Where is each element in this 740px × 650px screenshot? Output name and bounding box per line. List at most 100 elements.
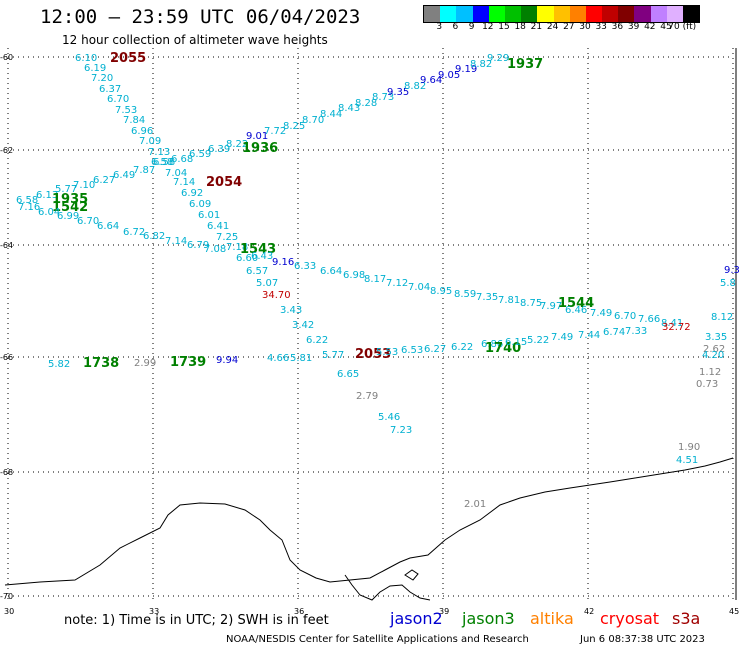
wave-height-value: 9.01 (246, 131, 268, 142)
legend-label: 39 (627, 22, 640, 32)
wave-height-value: 7.23 (390, 425, 412, 436)
wave-height-value: 7.25 (216, 232, 238, 243)
wave-height-value: 7.66 (638, 314, 660, 325)
wave-height-value: 2.79 (356, 391, 378, 402)
wave-height-value: 9.05 (438, 70, 460, 81)
wave-height-value: 8.82 (470, 59, 492, 70)
footnote: note: 1) Time is in UTC; 2) SWH is in fe… (64, 613, 329, 628)
legend-swatch (488, 6, 505, 22)
wave-height-value: 5.22 (527, 335, 549, 346)
wave-height-value: 8.59 (454, 289, 476, 300)
wave-height-value: 6.74 (603, 327, 625, 338)
wave-height-value: 6.37 (99, 84, 121, 95)
wave-height-value: 6.49 (113, 170, 135, 181)
wave-height-value: 6.13 (36, 190, 58, 201)
wave-height-value: 4.20 (702, 350, 724, 361)
wave-height-value: 6.70 (614, 311, 636, 322)
wave-height-value: 6.10 (75, 53, 97, 64)
latitude-label: -68 (0, 468, 13, 477)
wave-height-value: 8.22 (226, 139, 248, 150)
wave-height-value: 5.77 (322, 350, 344, 361)
pass-time-label: 1739 (170, 355, 206, 370)
latitude-label: -64 (0, 241, 13, 250)
wave-height-value: 7.72 (264, 126, 286, 137)
wave-height-value: 7.16 (18, 202, 40, 213)
legend-label: 42 (644, 22, 656, 32)
wave-height-value: 7.09 (139, 136, 161, 147)
legend-label: 30 (579, 22, 591, 32)
legend-swatch (504, 6, 522, 22)
legend-swatch (634, 6, 651, 22)
wave-height-value: 6.65 (337, 369, 359, 380)
axis-labels: -60 -62 -64 -66 -68 -70 30 33 36 39 42 45 (0, 53, 739, 616)
wave-height-value: 6.72 (123, 227, 145, 238)
satellite-name: cryosat (600, 609, 660, 628)
lat-lon-grid (7, 48, 737, 600)
wave-height-value: 8.28 (355, 98, 377, 109)
coastline-inlet (344, 574, 431, 601)
wave-height-value: 6.98 (343, 270, 365, 281)
legend-swatch (553, 6, 570, 22)
wave-height-value: 8.12 (711, 312, 733, 323)
wave-height-value: 4.51 (676, 455, 698, 466)
legend-label: 12 (482, 22, 494, 32)
legend-swatch (472, 6, 489, 22)
page-title: 12:00 — 23:59 UTC 06/04/2023 (40, 6, 361, 28)
wave-height-value: 6.58 (153, 157, 175, 168)
wave-height-value: 6.96 (131, 126, 153, 137)
wave-height-value: 3.35 (705, 332, 727, 343)
longitude-label: 45 (729, 607, 739, 616)
wave-height-value: 5.46 (378, 412, 400, 423)
wave-height-value: 4.66 (267, 353, 289, 364)
wave-height-value: 2.62 (703, 344, 725, 355)
wave-height-value: 9.29 (487, 53, 509, 64)
latitude-label: -70 (0, 592, 13, 601)
wave-height-value: 6.58 (151, 157, 173, 168)
legend-swatch (683, 6, 700, 22)
legend-label: 3 (436, 22, 443, 32)
longitude-label: 36 (294, 607, 304, 616)
color-scale-labels: 3 6 9 12 15 18 21 24 27 30 33 36 39 42 45 70 (ft) (423, 22, 729, 34)
wave-height-value: 7.49 (590, 308, 612, 319)
wave-height-value: 7.08 (204, 244, 226, 255)
wave-height-value: 5.82 (48, 359, 70, 370)
wave-height-value: 8.17 (364, 274, 386, 285)
wave-height-value: 9.35 (387, 87, 409, 98)
wave-height-value: 9.94 (216, 355, 238, 366)
coastline-island (404, 569, 419, 581)
color-scale-legend (423, 5, 701, 23)
wave-height-value: 6.22 (451, 342, 473, 353)
wave-height-value: 8.44 (320, 109, 342, 120)
wave-height-value: 3.43 (280, 305, 302, 316)
legend-swatch (666, 6, 683, 22)
credit-footer: NOAA/NESDIS Center for Satellite Applica… (226, 634, 529, 645)
legend-label: 24 (546, 22, 559, 32)
legend-label: 45 (660, 22, 672, 32)
wave-height-value: 1.12 (699, 367, 721, 378)
legend-swatch (650, 6, 667, 22)
wave-height-value: 9.16 (272, 257, 294, 268)
wave-height-value: 5.53 (376, 347, 398, 358)
wave-height-labels: 6.10 20556.197.206.376.707.537.846.967.09… (16, 51, 740, 510)
wave-height-value: 7.14 (165, 236, 187, 247)
longitude-label: 30 (4, 607, 14, 616)
wave-height-value: 6.39 (208, 144, 230, 155)
wave-height-value: 7.04 (165, 168, 187, 179)
wave-height-value: 6.01 (198, 210, 220, 221)
wave-height-value: 6.22 (306, 335, 328, 346)
wave-height-value: 7.33 (625, 326, 647, 337)
legend-swatch (602, 6, 619, 22)
wave-height-value: 6.57 (246, 266, 268, 277)
wave-height-value: 7.49 (551, 332, 573, 343)
legend-label: 36 (611, 22, 624, 32)
legend-swatch (440, 6, 457, 22)
legend-label: 33 (595, 22, 607, 32)
wave-height-value: 5.8 (720, 278, 736, 289)
wave-height-value: 7.14 (173, 177, 195, 188)
legend-swatch (585, 6, 603, 22)
wave-height-value: 7.13 (148, 147, 170, 158)
wave-height-value: 6.70 (77, 216, 99, 227)
wave-height-value: 5.07 (256, 278, 278, 289)
legend-swatch (424, 6, 441, 22)
wave-height-value: 6.70 (107, 94, 129, 105)
